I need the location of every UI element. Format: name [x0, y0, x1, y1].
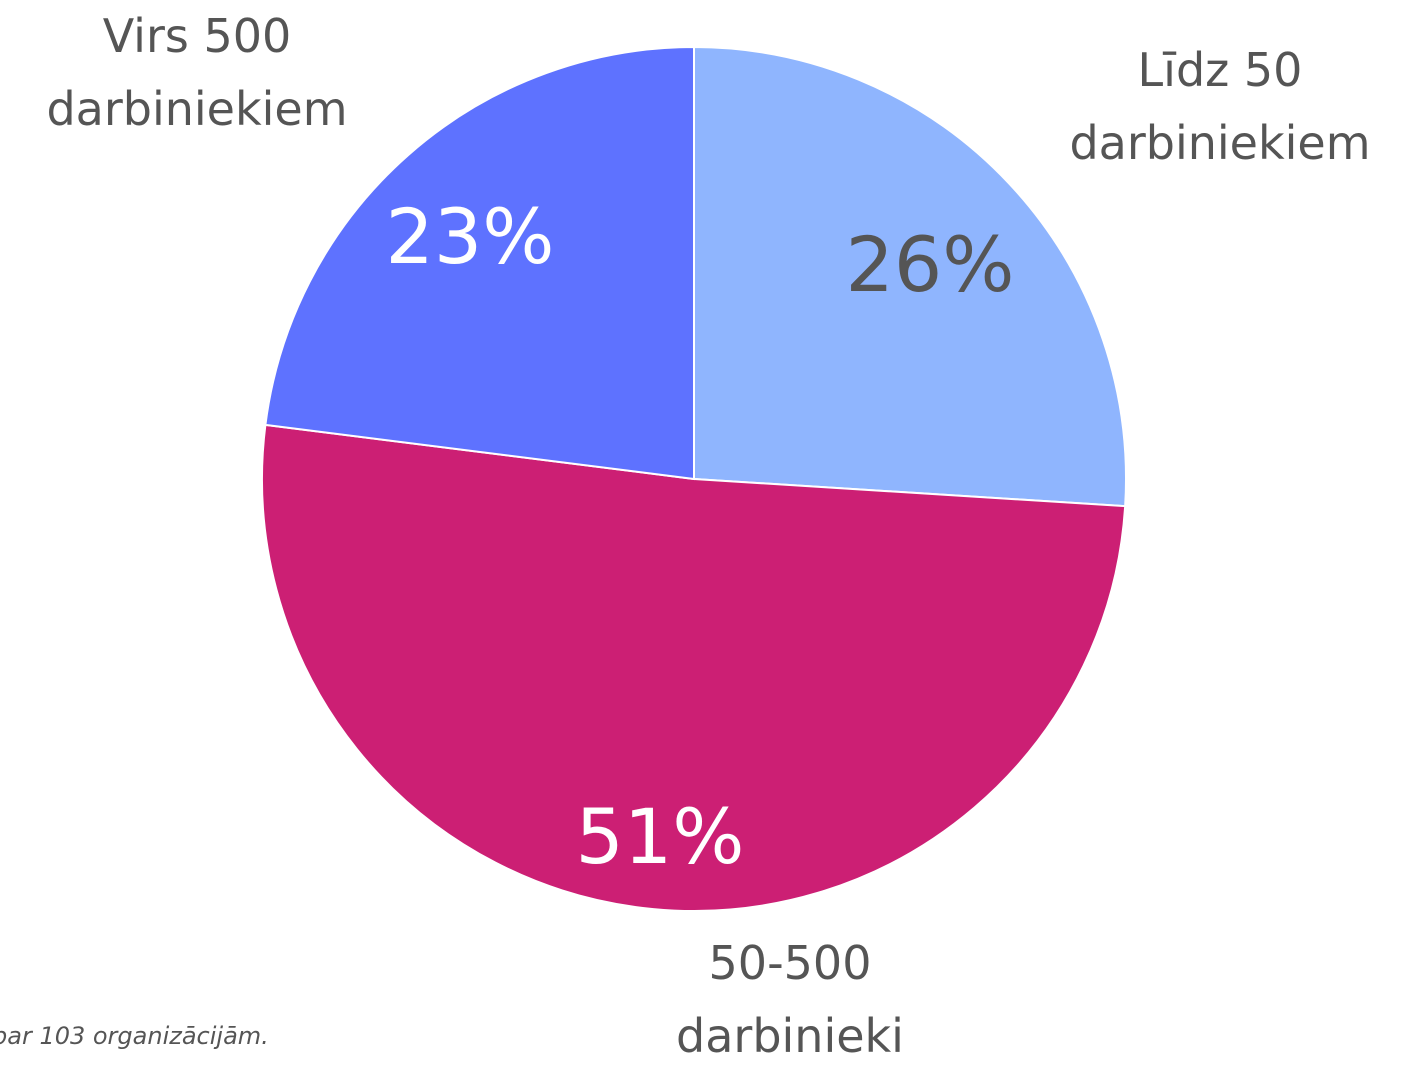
category-label: Virs 500 darbiniekiem	[46, 9, 348, 136]
category-label: 50-500 darbinieki	[676, 936, 904, 1063]
pie-slice	[264, 45, 695, 481]
footnote: par 103 organizācijām.	[0, 1022, 269, 1050]
value-label: 23%	[386, 192, 555, 281]
value-label: 51%	[576, 792, 745, 881]
pie-slice	[261, 423, 1127, 912]
value-label: 26%	[846, 220, 1015, 309]
category-label: Līdz 50 darbiniekiem	[1069, 43, 1371, 170]
pie-slice	[693, 45, 1127, 508]
